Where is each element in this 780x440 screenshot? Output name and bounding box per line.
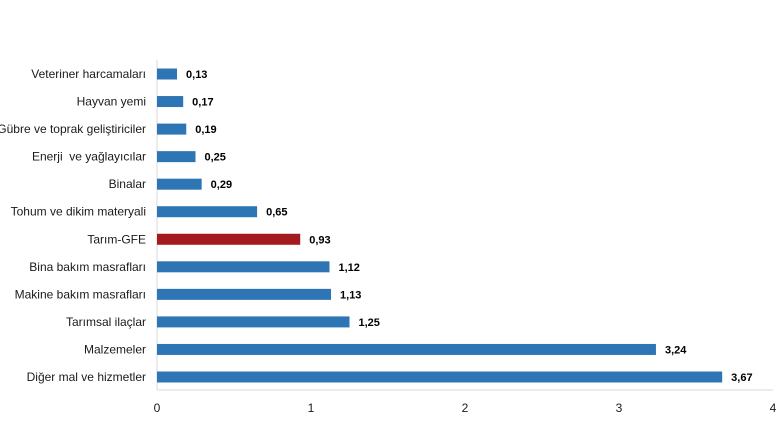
- value-label-4: 0,29: [211, 179, 232, 191]
- bar-1: [157, 96, 184, 108]
- bar-7: [157, 261, 330, 273]
- value-label-7: 1,12: [338, 262, 359, 274]
- category-label-9: Tarımsal ilaçlar: [66, 315, 146, 329]
- value-label-10: 3,24: [665, 344, 687, 356]
- value-label-5: 0,65: [266, 207, 287, 219]
- bar-8: [157, 288, 332, 300]
- bar-3: [157, 151, 196, 163]
- value-label-6: 0,93: [309, 234, 330, 246]
- value-label-0: 0,13: [186, 69, 207, 81]
- bar-6: [157, 233, 301, 245]
- category-labels: Veteriner harcamaları Hayvan yemi Gübre ve…: [0, 67, 146, 384]
- category-label-11: Diğer mal ve hizmetler: [27, 370, 146, 384]
- bar-5: [157, 206, 258, 218]
- x-tick-label-4: 4: [770, 401, 777, 415]
- x-tick-label-0: 0: [154, 401, 161, 415]
- bar-0: [157, 68, 178, 80]
- value-label-1: 0,17: [192, 97, 213, 109]
- value-label-2: 0,19: [195, 124, 216, 136]
- category-label-3: Enerji ve yağlayıcılar: [32, 150, 146, 164]
- bar-10: [157, 343, 656, 355]
- category-label-7: Bina bakım masrafları: [29, 260, 146, 274]
- category-label-2: Gübre ve toprak geliştiriciler: [0, 122, 146, 136]
- bar-11: [157, 371, 723, 383]
- x-tick-label-1: 1: [308, 401, 315, 415]
- category-label-0: Veteriner harcamaları: [31, 67, 146, 81]
- chart-bars: [157, 68, 723, 383]
- value-label-9: 1,25: [359, 317, 380, 329]
- value-label-11: 3,67: [731, 372, 752, 384]
- x-tick-labels: 0 1 2 3 4: [154, 401, 777, 415]
- value-labels: 0,13 0,17 0,19 0,25 0,29 0,65 0,93 1,12 1,13 1,25…: [186, 69, 753, 384]
- category-label-4: Binalar: [109, 177, 146, 191]
- bar-4: [157, 178, 202, 190]
- category-label-1: Hayvan yemi: [77, 95, 146, 109]
- category-label-8: Makine bakım masrafları: [15, 287, 146, 301]
- chart-axes: [156, 60, 773, 391]
- bar-2: [157, 123, 187, 135]
- x-tick-label-3: 3: [616, 401, 623, 415]
- value-label-3: 0,25: [205, 152, 226, 164]
- category-label-6: Tarım-GFE: [87, 232, 146, 246]
- value-label-8: 1,13: [340, 289, 361, 301]
- category-label-10: Malzemeler: [84, 342, 146, 356]
- category-label-5: Tohum ve dikim materyali: [11, 205, 146, 219]
- x-tick-label-2: 2: [462, 401, 469, 415]
- bar-9: [157, 316, 350, 328]
